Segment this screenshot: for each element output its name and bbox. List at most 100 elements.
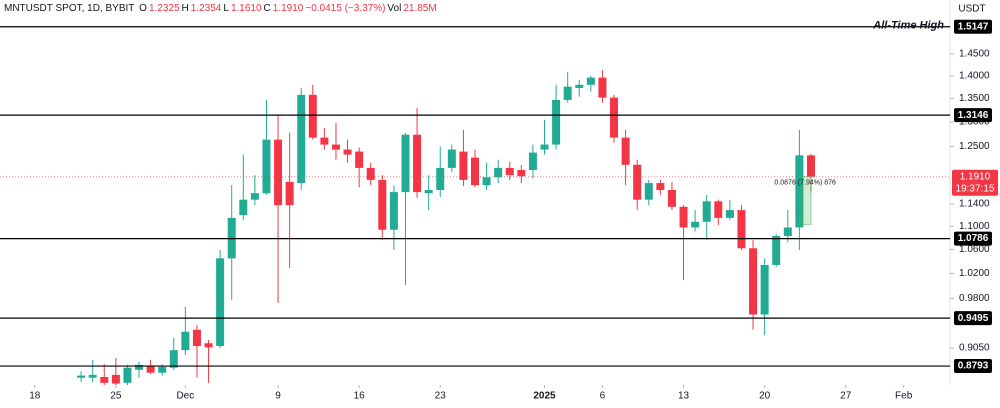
level-label-box	[954, 19, 992, 34]
level-label: 1.0786	[958, 233, 989, 244]
candle-body	[505, 167, 514, 176]
candle-body	[77, 375, 86, 378]
level-label: 0.9495	[958, 313, 989, 324]
candle-body	[459, 151, 468, 180]
candle-body	[656, 183, 665, 190]
x-tick-label: 18	[29, 391, 41, 402]
level-annotation: All-Time High	[872, 20, 944, 32]
level-label-box	[954, 108, 992, 123]
ohlc-value: 1.2354	[190, 3, 222, 14]
candle-body	[88, 374, 97, 378]
y-tick-label: 1.0600	[959, 244, 990, 255]
candle-body	[482, 177, 491, 186]
x-tick-label: Feb	[895, 391, 913, 402]
candle-body	[749, 248, 758, 315]
level-label: 1.3146	[958, 110, 989, 121]
candle-body	[598, 77, 607, 98]
ohlc-key: H	[181, 3, 189, 14]
candle-body	[308, 94, 317, 138]
candle-body	[552, 99, 561, 145]
candle-body	[610, 97, 619, 138]
candle-body	[366, 167, 375, 180]
candle-body	[436, 167, 445, 190]
level-label-box	[954, 311, 992, 326]
candle-body	[378, 179, 387, 230]
y-tick-label: 1.2500	[959, 141, 990, 152]
x-tick-label: 20	[759, 391, 771, 402]
candle-body	[575, 84, 584, 89]
candle-body	[702, 201, 711, 222]
y-tick-label: 0.9050	[959, 343, 990, 354]
candle-body	[633, 164, 642, 200]
candle-body	[216, 258, 225, 347]
candle-body	[331, 144, 340, 150]
candle-body	[123, 367, 132, 383]
current-price-box	[952, 169, 998, 196]
x-tick-label: 13	[678, 391, 690, 402]
candle-body	[158, 366, 167, 373]
ohlc-value: 1.1610	[230, 3, 262, 14]
currency-label: USDT	[958, 4, 985, 15]
candle-body	[667, 189, 676, 207]
candle-body	[679, 206, 688, 228]
candle-body	[621, 137, 630, 165]
candle-body	[262, 139, 271, 194]
volume-key: Vol	[387, 3, 402, 14]
candle-body	[517, 169, 526, 177]
y-tick-label: 1.0200	[959, 268, 990, 279]
candle-body	[320, 137, 329, 145]
ohlc-key: C	[263, 3, 271, 14]
candle-body	[806, 155, 815, 177]
candle-body	[100, 377, 109, 383]
candle-body	[274, 139, 283, 206]
candle-body	[146, 365, 155, 373]
candle-body	[494, 167, 503, 178]
candle-body	[401, 134, 410, 193]
measure-box	[798, 176, 812, 225]
measure-label: 0.0876 (7.94%) 876	[774, 180, 836, 187]
candle-body	[447, 149, 456, 168]
y-tick-label: 1.3500	[959, 93, 990, 104]
candle-body	[250, 193, 259, 200]
candle-body	[714, 201, 723, 218]
y-tick-label: 1.1400	[959, 199, 990, 210]
change: −0.0415 (−3.37%)	[305, 3, 386, 14]
candle-body	[772, 236, 781, 265]
candle-body	[586, 77, 595, 85]
ohlc-key: O	[139, 3, 147, 14]
candle-body	[204, 343, 213, 348]
x-tick-label: 25	[110, 391, 122, 402]
ohlc-value: 1.2325	[148, 3, 180, 14]
countdown-label: 19:37:15	[956, 183, 995, 194]
level-label: 0.8793	[958, 361, 989, 372]
y-tick-label: 1.1000	[959, 221, 990, 232]
candle-body	[691, 221, 700, 228]
x-tick-label: 16	[354, 391, 366, 402]
candle-body	[725, 210, 734, 218]
ohlc-key: L	[223, 3, 229, 14]
y-tick-label: 1.4000	[959, 71, 990, 82]
candle-body	[355, 151, 364, 168]
x-tick-label: 2025	[533, 391, 556, 402]
candle-body	[297, 94, 306, 184]
candle-body	[192, 329, 201, 347]
candle-body	[424, 189, 433, 194]
current-price-label: 1.1910	[960, 171, 991, 182]
candle-body	[737, 210, 746, 249]
candle-body	[760, 264, 769, 315]
candle-body	[111, 374, 120, 384]
candle-body	[528, 152, 537, 170]
candle-body	[540, 144, 549, 150]
candle-body	[413, 134, 422, 193]
candle-body	[135, 364, 144, 370]
x-tick-label: 6	[600, 391, 606, 402]
candle-body	[169, 350, 178, 368]
x-tick-label: 23	[435, 391, 447, 402]
candle-body	[285, 181, 294, 206]
x-tick-label: 27	[840, 391, 852, 402]
y-tick-label: 1.3000	[959, 117, 990, 128]
y-tick-label: 0.9800	[959, 293, 990, 304]
